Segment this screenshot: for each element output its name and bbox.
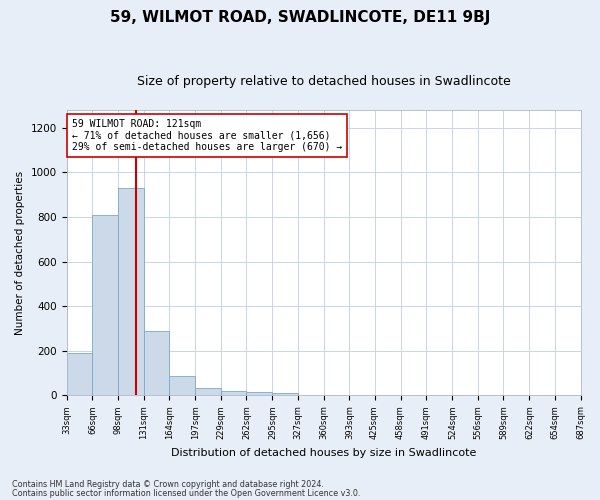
Bar <box>169 376 196 396</box>
Title: Size of property relative to detached houses in Swadlincote: Size of property relative to detached ho… <box>137 75 511 88</box>
Bar <box>196 388 221 396</box>
Text: Contains HM Land Registry data © Crown copyright and database right 2024.: Contains HM Land Registry data © Crown c… <box>12 480 324 489</box>
Bar <box>272 393 298 396</box>
Bar <box>118 188 143 396</box>
Text: Contains public sector information licensed under the Open Government Licence v3: Contains public sector information licen… <box>12 489 361 498</box>
X-axis label: Distribution of detached houses by size in Swadlincote: Distribution of detached houses by size … <box>171 448 476 458</box>
Bar <box>247 392 272 396</box>
Bar <box>92 215 118 396</box>
Bar <box>67 353 92 396</box>
Bar <box>221 391 247 396</box>
Text: 59 WILMOT ROAD: 121sqm
← 71% of detached houses are smaller (1,656)
29% of semi-: 59 WILMOT ROAD: 121sqm ← 71% of detached… <box>72 119 342 152</box>
Y-axis label: Number of detached properties: Number of detached properties <box>15 170 25 335</box>
Text: 59, WILMOT ROAD, SWADLINCOTE, DE11 9BJ: 59, WILMOT ROAD, SWADLINCOTE, DE11 9BJ <box>110 10 490 25</box>
Bar <box>143 331 169 396</box>
